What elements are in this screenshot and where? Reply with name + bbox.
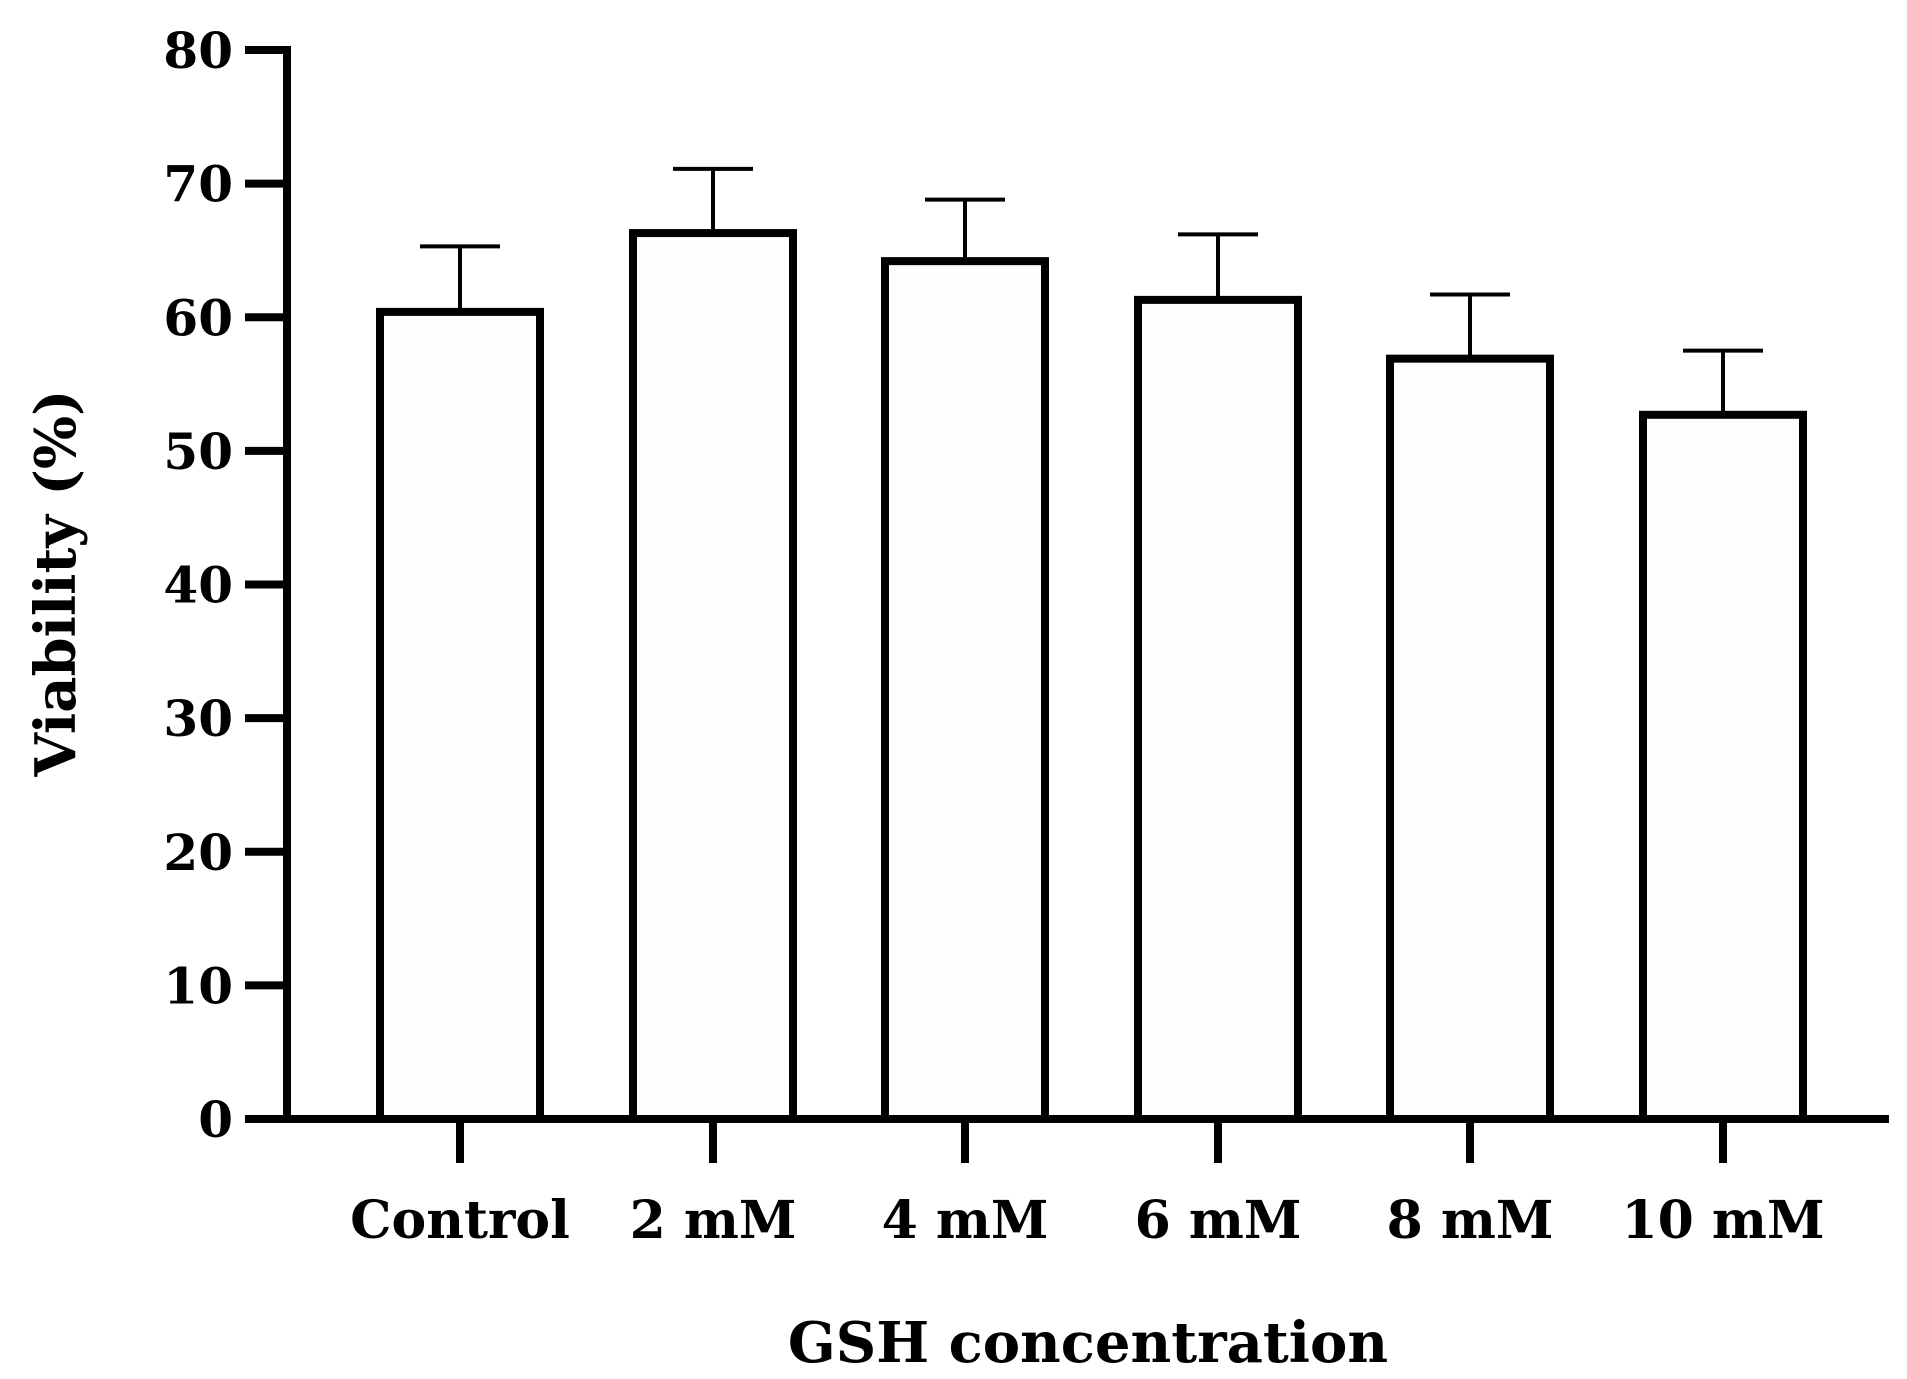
bar [376,307,544,1123]
x-category-label: 8 mM [1387,1190,1554,1251]
y-tick-label: 40 [163,556,233,615]
bar [1134,295,1302,1124]
x-categories-layer: Control 2 mM 4 mM 6 mM 8 mM 10 mM [350,1119,1825,1251]
bar [1639,410,1807,1123]
y-tick-label: 60 [163,288,233,347]
bar [1386,354,1554,1123]
x-category-label: 6 mM [1135,1190,1302,1251]
y-tick-label: 30 [163,689,233,748]
bar [881,257,1049,1123]
y-tick-label: 80 [163,21,233,80]
y-tick-label: 0 [198,1090,233,1149]
y-ticks-layer: 0 10 20 30 40 50 60 70 80 [163,21,287,1149]
bars-layer [376,166,1807,1124]
x-category-label: 10 mM [1621,1190,1824,1251]
x-axis-title: GSH concentration [788,1310,1388,1375]
y-tick-label: 70 [163,155,233,214]
x-category-label: Control [350,1190,570,1251]
y-tick-label: 50 [163,422,233,481]
bar [629,229,797,1124]
x-category-label: 4 mM [882,1190,1049,1251]
y-tick-label: 20 [163,823,233,882]
y-tick-label: 10 [163,956,233,1015]
y-axis-title: Viability (%) [23,389,89,777]
x-category-label: 2 mM [630,1190,797,1251]
